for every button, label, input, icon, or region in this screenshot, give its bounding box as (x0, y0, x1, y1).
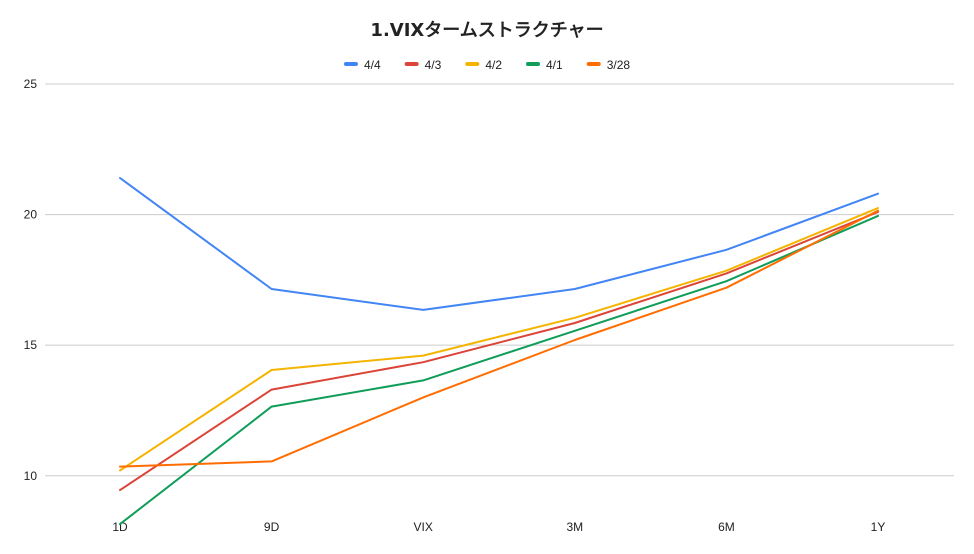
series-line (119, 207, 879, 472)
series-line (119, 214, 879, 526)
legend-item: 4/2 (465, 58, 502, 72)
y-tick-label: 15 (24, 338, 38, 352)
x-axis-ticks: 1D 9D VIX 3M 6M 1Y (112, 520, 885, 534)
legend-label: 3/28 (607, 58, 631, 72)
legend-label: 4/4 (364, 58, 381, 72)
chart-title: 1.VIXタームストラクチャー (370, 20, 603, 41)
legend-label: 4/2 (485, 58, 502, 72)
legend-label: 4/1 (546, 58, 563, 72)
gridlines (45, 83, 954, 477)
y-tick-label: 10 (24, 469, 38, 483)
legend-swatch (586, 62, 601, 66)
legend-swatch (404, 62, 419, 66)
series-lines (119, 177, 879, 526)
x-tick-label: 1D (112, 520, 128, 534)
legend-item: 3/28 (586, 58, 631, 72)
y-tick-label: 20 (24, 208, 38, 222)
x-tick-label: 1Y (871, 520, 886, 534)
legend-item: 4/1 (526, 58, 563, 72)
legend-swatch (465, 62, 480, 66)
legend-label: 4/3 (425, 58, 442, 72)
legend-swatch (343, 62, 358, 66)
legend-item: 4/3 (404, 58, 442, 72)
series-line (119, 209, 879, 468)
legend-swatch (526, 62, 541, 66)
series-line (119, 211, 879, 492)
y-tick-label: 25 (24, 77, 38, 91)
y-axis-ticks: 10 15 20 25 (24, 77, 38, 483)
x-tick-label: VIX (414, 520, 433, 534)
legend-item: 4/4 (343, 58, 381, 72)
x-tick-label: 9D (264, 520, 280, 534)
series-line (119, 177, 879, 311)
x-tick-label: 6M (718, 520, 735, 534)
legend: 4/4 4/3 4/2 4/1 3/28 (343, 58, 631, 72)
x-tick-label: 3M (566, 520, 583, 534)
